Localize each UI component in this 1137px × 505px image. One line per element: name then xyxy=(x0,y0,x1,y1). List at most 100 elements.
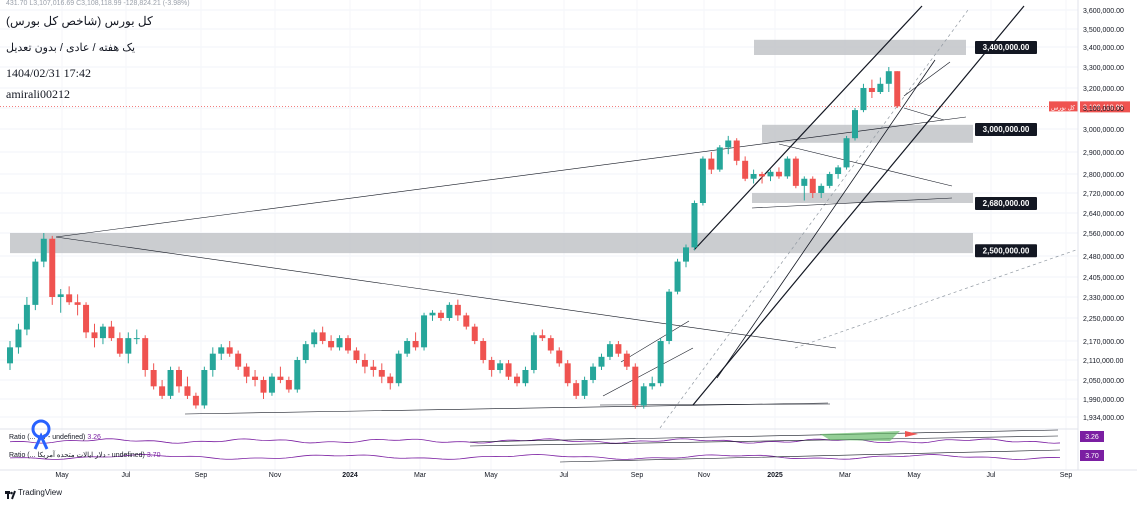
candle-body xyxy=(792,158,799,186)
trendline xyxy=(620,320,690,363)
candle-body xyxy=(15,329,22,348)
y-tick-label: 3,400,000.00 xyxy=(1083,45,1124,52)
candle xyxy=(505,360,512,380)
candle xyxy=(74,294,81,316)
candle-body xyxy=(497,363,504,370)
candle-body xyxy=(488,360,495,370)
candle xyxy=(260,376,267,399)
trendline xyxy=(716,59,936,379)
candle xyxy=(547,335,554,354)
candle-body xyxy=(556,350,563,364)
candle xyxy=(226,341,233,357)
candle xyxy=(792,156,799,189)
candle-body xyxy=(598,356,605,367)
candle xyxy=(294,356,301,393)
candle-body xyxy=(40,238,47,262)
candle-body xyxy=(683,247,689,262)
trendline xyxy=(55,236,837,349)
candle xyxy=(818,183,825,198)
candle-body xyxy=(125,338,132,354)
candle-body xyxy=(404,341,411,354)
price-axis: 3,600,000.00 3,500,000.00 3,400,000.00 3,30… xyxy=(1077,0,1124,470)
candle xyxy=(784,156,791,179)
trendline xyxy=(659,9,969,429)
candle xyxy=(843,135,850,170)
x-tick-label: Sep xyxy=(1060,472,1073,479)
x-tick-label: May xyxy=(484,472,498,479)
candle xyxy=(404,338,411,357)
candle xyxy=(387,373,394,390)
y-tick-label: 3,500,000.00 xyxy=(1083,27,1124,34)
candle xyxy=(573,380,580,399)
candle xyxy=(775,167,782,179)
candle-body xyxy=(285,380,292,390)
candle-body xyxy=(353,350,360,360)
price-zone xyxy=(10,233,973,254)
y-tick-label: 2,900,000.00 xyxy=(1083,150,1124,157)
trendline xyxy=(602,347,694,397)
candle xyxy=(218,344,225,360)
indicator-1-label[interactable]: Ratio (... کل - undefined) 3.26 xyxy=(9,434,101,441)
candle xyxy=(640,383,647,409)
indicator-1-arrow xyxy=(905,431,918,437)
last-price-label: 3,108,118.99 xyxy=(1083,104,1123,111)
candle-body xyxy=(632,366,639,406)
x-tick-label: Jul xyxy=(560,472,569,479)
candle xyxy=(742,156,749,182)
candle xyxy=(564,360,571,387)
candle xyxy=(116,332,123,357)
last-price-tag: کل بورس xyxy=(1051,104,1075,111)
candle-body xyxy=(311,332,318,345)
candle-body xyxy=(733,140,740,161)
candle-body xyxy=(657,341,664,384)
indicator-1-line xyxy=(9,438,1061,444)
x-tick-label: Nov xyxy=(698,472,711,479)
candle-body xyxy=(885,71,892,84)
candle xyxy=(539,329,546,341)
candle xyxy=(32,258,39,311)
candle xyxy=(201,366,208,409)
candle-body xyxy=(218,347,225,354)
candle xyxy=(446,302,453,321)
candle xyxy=(581,376,588,399)
candle-body xyxy=(801,178,808,186)
candle xyxy=(83,302,90,339)
candle-body xyxy=(66,294,73,303)
indicator-2-label[interactable]: Ratio (... دلار ایالات متحده آمریکا - un… xyxy=(9,452,161,459)
candle-body xyxy=(201,370,208,406)
x-tick-label: Jul xyxy=(987,472,996,479)
candle-body xyxy=(142,338,149,370)
candle xyxy=(370,360,377,377)
candle-body xyxy=(547,338,554,351)
candle xyxy=(488,356,495,377)
tradingview-logo-icon xyxy=(5,487,16,500)
candle xyxy=(708,152,715,174)
candle-body xyxy=(505,363,512,377)
horizontal-zones xyxy=(10,39,973,254)
candle xyxy=(7,341,13,370)
candle-body xyxy=(361,360,368,367)
candle xyxy=(437,310,444,321)
candle-body xyxy=(302,344,309,360)
y-tick-label: 3,300,000.00 xyxy=(1083,65,1124,72)
candle-body xyxy=(319,332,326,341)
candle-body xyxy=(750,174,757,179)
candle-body xyxy=(573,383,580,396)
candle xyxy=(623,350,630,370)
candle-body xyxy=(184,386,191,396)
last-price-line: کل بورس 3,108,118.99 xyxy=(0,101,1130,113)
candle-body xyxy=(835,167,842,174)
x-tick-label: Mar xyxy=(414,472,427,479)
tradingview-logo-text: TradingView xyxy=(18,488,63,497)
candle-body xyxy=(209,353,216,370)
candle xyxy=(598,353,605,370)
candle-body xyxy=(649,383,656,387)
candle-body xyxy=(277,376,284,380)
y-tick-label: 3,200,000.00 xyxy=(1083,86,1124,93)
candle-body xyxy=(809,178,816,193)
candle xyxy=(277,366,284,384)
candle xyxy=(615,341,622,357)
candle-body xyxy=(564,363,571,384)
candle-body xyxy=(23,304,30,330)
